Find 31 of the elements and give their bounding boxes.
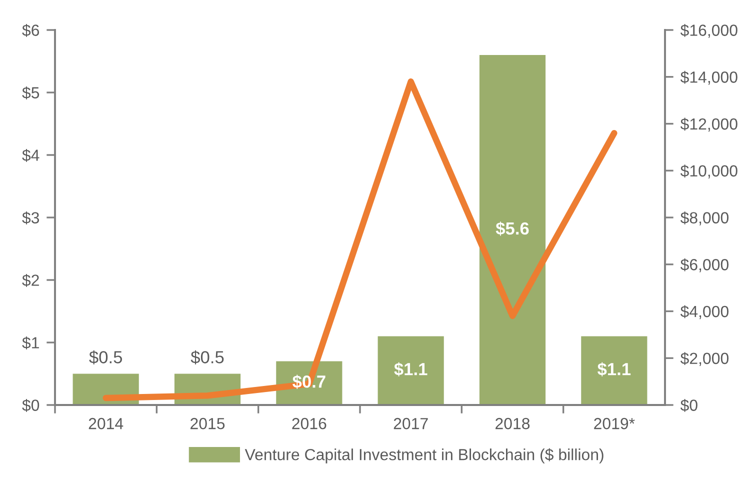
y2-tick-label: $0 — [680, 398, 698, 412]
y2-tick-label: $2,000 — [680, 352, 729, 366]
y2-tick-label: $6,000 — [680, 258, 729, 272]
data-label: $0.5 — [190, 350, 224, 364]
y2-tick-label: $16,000 — [680, 24, 738, 38]
x-tick-label: 2019* — [594, 418, 635, 430]
bar — [378, 336, 444, 405]
y-tick-label: $2 — [22, 274, 39, 287]
y2-tick-label: $4,000 — [680, 305, 729, 320]
x-tick-label: 2018 — [496, 418, 530, 430]
y2-tick-label: $8,000 — [680, 211, 729, 226]
y-tick-label: $0 — [22, 398, 40, 412]
y-tick-label: $6 — [22, 24, 40, 37]
y2-tick-label: $10,000 — [680, 164, 738, 178]
bar — [479, 55, 546, 405]
y2-tick-label: $14,000 — [680, 70, 738, 85]
y-tick-label: $5 — [22, 86, 40, 100]
y-tick-label: $4 — [22, 148, 40, 162]
y-tick-label: $3 — [22, 211, 40, 224]
y2-tick-label: $12,000 — [680, 118, 738, 132]
y-tick-label: $1 — [22, 336, 39, 350]
bar — [581, 336, 648, 405]
data-label: $1.1 — [394, 362, 428, 376]
data-label: $5.6 — [496, 222, 529, 236]
data-label: $1.1 — [598, 362, 631, 376]
x-tick-label: 2016 — [292, 418, 326, 430]
legend-label: Venture Capital Investment in Blockchain ($ billion) — [244, 448, 604, 464]
data-label: $0.5 — [89, 350, 122, 364]
x-tick-label: 2017 — [394, 418, 428, 430]
x-tick-label: 2014 — [88, 418, 124, 430]
x-tick-label: 2015 — [190, 418, 225, 430]
